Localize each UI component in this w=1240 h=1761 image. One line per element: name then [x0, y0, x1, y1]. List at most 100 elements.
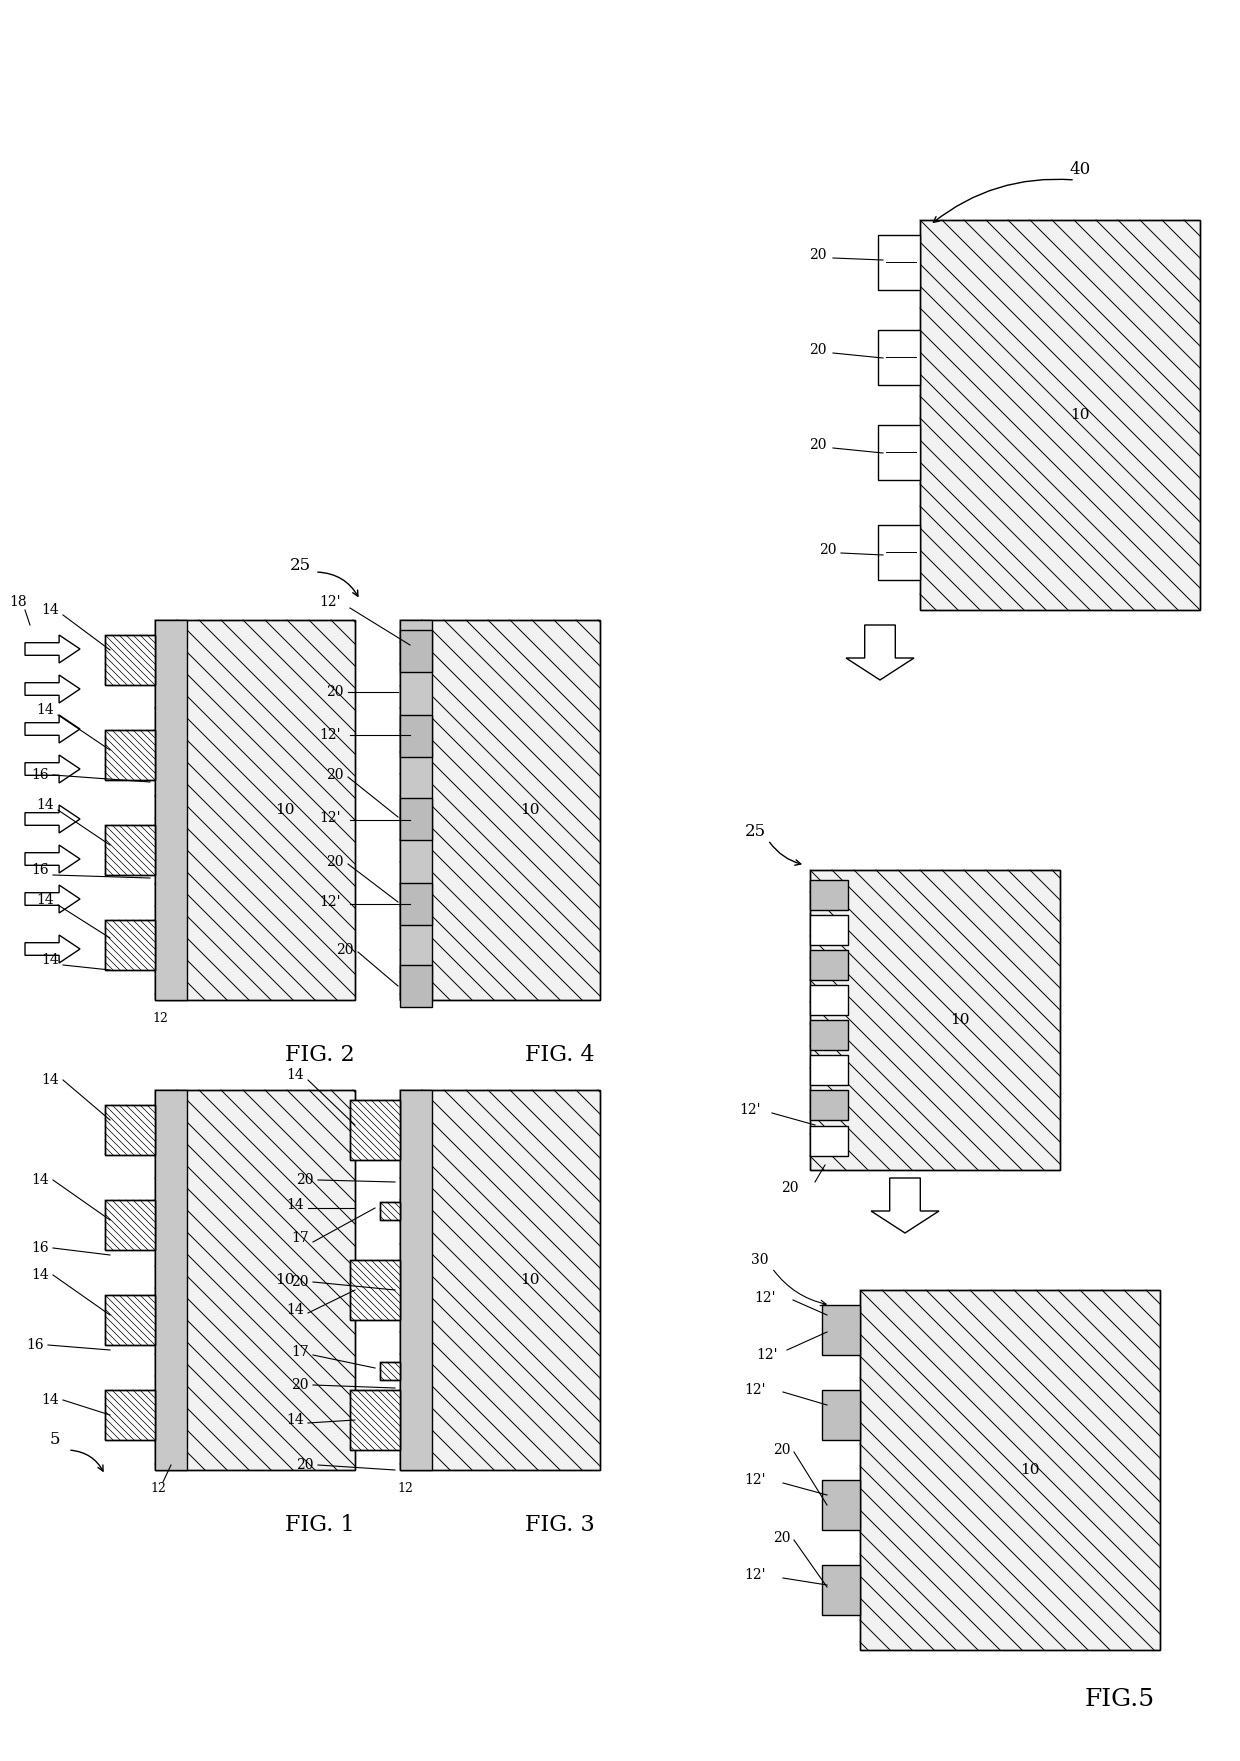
Text: 10: 10: [1070, 409, 1090, 423]
Polygon shape: [25, 805, 81, 833]
Bar: [822, 1305, 861, 1354]
Bar: [878, 329, 920, 386]
Text: 14: 14: [41, 1393, 58, 1407]
Bar: [105, 731, 155, 780]
Text: 20: 20: [774, 1530, 791, 1544]
Text: 20: 20: [820, 542, 837, 556]
Bar: [155, 1090, 355, 1470]
Bar: [350, 1389, 401, 1449]
Bar: [920, 220, 1200, 609]
Bar: [401, 798, 432, 840]
Text: 20: 20: [810, 438, 827, 453]
Text: 25: 25: [289, 556, 310, 574]
Text: 14: 14: [36, 798, 53, 812]
Text: 10: 10: [521, 1273, 539, 1287]
Text: 14: 14: [286, 1303, 304, 1317]
Bar: [401, 1090, 600, 1470]
Text: 12': 12': [744, 1472, 766, 1486]
Text: 20: 20: [296, 1458, 314, 1472]
Text: 17: 17: [291, 1231, 309, 1245]
Bar: [810, 870, 1060, 1169]
Text: 16: 16: [31, 1242, 48, 1256]
Bar: [379, 1361, 401, 1381]
Bar: [822, 1566, 861, 1615]
Bar: [401, 882, 432, 925]
Text: 14: 14: [36, 703, 53, 717]
Bar: [105, 919, 155, 970]
Text: 20: 20: [291, 1379, 309, 1391]
Text: 12': 12': [744, 1382, 766, 1396]
Bar: [155, 620, 355, 1000]
Bar: [105, 636, 155, 685]
Bar: [822, 1389, 861, 1440]
Text: 10: 10: [275, 803, 295, 817]
Bar: [350, 1261, 401, 1321]
Bar: [401, 630, 432, 673]
Bar: [379, 1203, 401, 1220]
Text: 20: 20: [774, 1442, 791, 1456]
Text: 25: 25: [744, 824, 765, 840]
Bar: [401, 620, 432, 1000]
Text: 20: 20: [326, 685, 343, 699]
Text: 40: 40: [1069, 162, 1091, 178]
Bar: [401, 1090, 600, 1470]
Bar: [810, 880, 848, 910]
Text: 10: 10: [950, 1013, 970, 1027]
Text: 14: 14: [286, 1197, 304, 1212]
Text: 16: 16: [31, 863, 48, 877]
Bar: [105, 1104, 155, 1155]
Bar: [350, 1389, 401, 1449]
Bar: [810, 984, 848, 1014]
Bar: [105, 1199, 155, 1250]
Bar: [878, 234, 920, 291]
Bar: [810, 870, 1060, 1169]
Polygon shape: [25, 755, 81, 784]
Bar: [155, 620, 355, 1000]
Bar: [350, 1101, 401, 1160]
Bar: [105, 919, 155, 970]
Bar: [810, 1090, 848, 1120]
Bar: [401, 620, 600, 1000]
Bar: [878, 525, 920, 579]
Bar: [105, 824, 155, 875]
Bar: [861, 1291, 1159, 1650]
Text: 12': 12': [319, 895, 341, 909]
Bar: [379, 1361, 401, 1381]
Bar: [810, 916, 848, 946]
Text: 12': 12': [319, 595, 341, 609]
Bar: [155, 1090, 355, 1470]
Text: 14: 14: [36, 893, 53, 907]
Text: 14: 14: [31, 1173, 48, 1187]
Bar: [401, 715, 432, 757]
Bar: [105, 731, 155, 780]
Text: 17: 17: [291, 1345, 309, 1359]
Text: 12: 12: [153, 1011, 167, 1025]
Text: 14: 14: [41, 602, 58, 616]
Text: 12': 12': [756, 1347, 777, 1361]
Text: FIG. 2: FIG. 2: [285, 1044, 355, 1065]
Polygon shape: [846, 625, 914, 680]
Text: 12': 12': [754, 1291, 776, 1305]
Bar: [155, 1090, 187, 1470]
Bar: [401, 1090, 432, 1470]
Bar: [878, 424, 920, 481]
Polygon shape: [25, 935, 81, 963]
Text: 5: 5: [50, 1432, 61, 1449]
Bar: [379, 1203, 401, 1220]
Text: 16: 16: [31, 768, 48, 782]
Polygon shape: [25, 715, 81, 743]
Text: FIG. 4: FIG. 4: [526, 1044, 595, 1065]
Bar: [401, 620, 600, 1000]
Bar: [401, 965, 432, 1007]
Bar: [822, 1479, 861, 1530]
Text: 20: 20: [326, 768, 343, 782]
Text: 14: 14: [41, 1072, 58, 1087]
Bar: [105, 1389, 155, 1440]
Text: 12: 12: [397, 1481, 413, 1495]
Bar: [105, 1389, 155, 1440]
Bar: [105, 1104, 155, 1155]
Bar: [105, 1199, 155, 1250]
Bar: [105, 636, 155, 685]
Bar: [861, 1291, 1159, 1650]
Text: 20: 20: [810, 343, 827, 357]
